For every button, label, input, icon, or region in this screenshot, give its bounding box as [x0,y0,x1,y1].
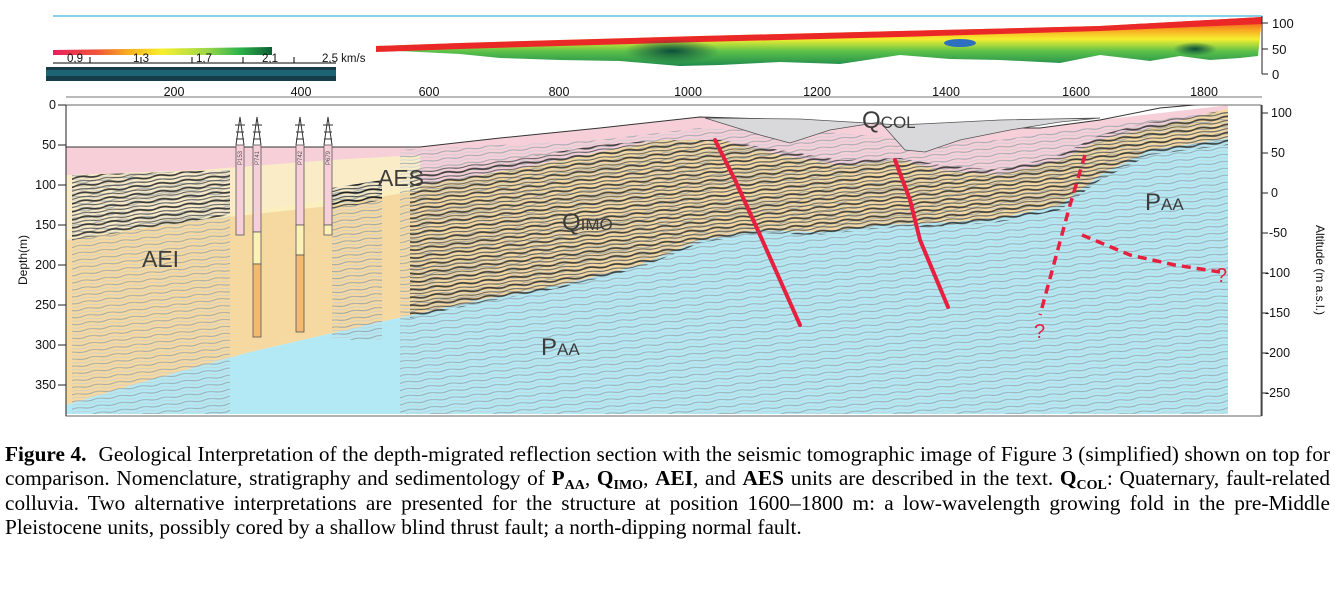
fault-1 [713,138,802,327]
altitude-axis: 100 50 0 -50 -100 -150 -200 -250 Altitud… [1261,105,1327,416]
colorbar-tick-0: 0,9 [67,53,83,65]
distance-tick: 1800 [1190,85,1218,99]
depth-axis-label: Depth(m) [16,235,30,285]
depth-tick: 200 [35,258,56,272]
altitude-tick: -200 [1265,346,1290,360]
tomography-strip: 100 50 0 [53,15,1294,82]
depth-tick: 100 [35,178,56,192]
altitude-tick: -100 [1265,266,1290,280]
altitude-tick: 0 [1271,186,1278,200]
tomography-image [376,17,1262,66]
caption-text-1: Geological Interpretation of the depth-m… [5,442,1330,491]
well-3: P742 [295,116,305,333]
well-4: P679 [323,116,333,236]
caption-separator: , and [693,466,743,491]
caption-text-3: : Quaternary, fault-related colluvia. Tw… [5,466,1330,540]
colorbar-tick-2: 1,7 [196,53,212,65]
distance-tick: 1200 [803,85,831,99]
distance-tick: 600 [419,85,440,99]
distance-axis: 200 400 600 800 1000 1200 1400 1600 1800 [66,85,1262,99]
unit-qcol [704,117,1101,153]
tomo-altitude-tick-50: 50 [1272,42,1286,57]
well-label: P679 [326,150,332,165]
label-aes: AES [378,165,424,191]
well-1: P153 [235,116,245,236]
altitude-tick: -150 [1265,306,1290,320]
well-2: P741 [252,116,262,338]
fault-4-dashed [1081,233,1221,274]
label-qcol: QCOL [862,107,916,134]
colorbar-tick-3: 2,1 [262,53,278,65]
tomo-altitude-tick-100: 100 [1272,16,1294,31]
distance-tick: 200 [164,85,185,99]
colorbar-tick-4: 2,5 km/s [322,53,366,65]
geological-section: P153 P741 P742 [16,98,1327,417]
well-label: P742 [298,150,304,165]
distance-tick: 1400 [932,85,960,99]
depth-tick: 300 [35,338,56,352]
fault-3-dashed [1038,154,1087,316]
label-paa-left: PAA [541,334,580,361]
well-label: P153 [238,150,244,165]
colorbar-tick-1: 1,3 [133,53,149,65]
tomo-altitude-tick-0: 0 [1272,67,1279,82]
caption-qcol: QCOL [1059,466,1107,494]
altitude-tick: 100 [1271,106,1292,120]
distance-tick: 800 [549,85,570,99]
depth-tick: 350 [35,378,56,392]
question-mark-2: ? [1216,265,1227,287]
depth-tick: 50 [42,138,56,152]
altitude-tick: 50 [1271,146,1285,160]
altitude-tick: -250 [1265,386,1290,400]
caption-text-2: units are described in the text. [783,466,1060,491]
depth-tick: 250 [35,298,56,312]
depth-tick: 0 [49,98,56,112]
caption-qimo: QIMO [596,466,644,494]
caption-aes: AES [742,466,784,491]
label-qimo: QIMO [562,209,613,236]
wells: P153 P741 P742 [235,116,333,338]
figure-caption: Figure 4. Geological Interpretation of th… [5,442,1330,540]
caption-separator: , [584,466,597,491]
altitude-axis-label: Altitude (m a.s.l.) [1313,225,1327,315]
distance-tick: 400 [291,85,312,99]
altitude-tick: -50 [1269,226,1287,240]
label-paa-right: PAA [1145,189,1184,216]
depth-tick: 150 [35,218,56,232]
caption-aei: AEI [655,466,693,491]
question-mark-1: ? [1034,321,1045,343]
velocity-colorbar: 0,9 1,3 1,7 2,1 2,5 km/s [46,47,366,81]
label-aei: AEI [142,246,179,272]
caption-paa: PAA [551,466,585,494]
distance-tick: 1600 [1062,85,1090,99]
depth-axis: 0 50 100 150 200 250 300 350 Depth(m) [16,98,67,416]
well-label: P741 [255,150,261,165]
caption-separator: , [643,466,656,491]
distance-tick: 1000 [674,85,702,99]
fault-2 [893,158,950,309]
caption-label: Figure 4. [5,442,87,466]
